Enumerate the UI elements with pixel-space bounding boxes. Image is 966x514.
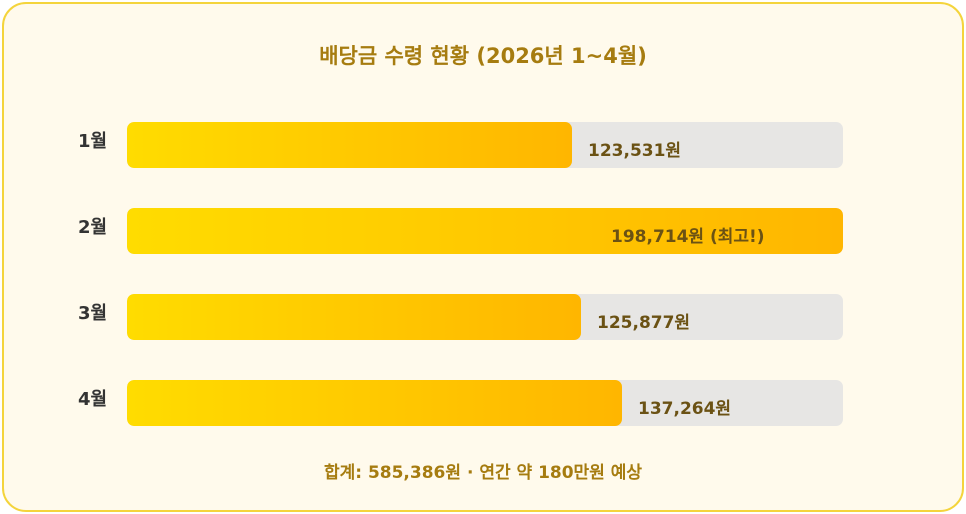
value-label: 198,714원 (최고!)	[611, 227, 765, 247]
value-label: 137,264원	[638, 399, 732, 419]
category-label: 2월	[78, 217, 108, 238]
chart-title: 배당금 수령 현황 (2026년 1~4월)	[319, 44, 647, 68]
bar	[127, 122, 572, 168]
bar-row-1: 1월 123,531원	[4, 122, 962, 170]
value-label: 123,531원	[588, 141, 682, 161]
bar-track	[127, 208, 843, 254]
bar-row-3: 3월 125,877원	[4, 294, 962, 342]
bar-track	[127, 294, 843, 340]
category-label: 3월	[78, 303, 108, 324]
value-label: 125,877원	[597, 313, 691, 333]
bar-track	[127, 380, 843, 426]
chart-footer: 합계: 585,386원 · 연간 약 180만원 예상	[323, 463, 643, 483]
bar-row-4: 4월 137,264원	[4, 380, 962, 428]
bar	[127, 294, 581, 340]
category-label: 4월	[78, 389, 108, 410]
bar-row-2: 2월 198,714원 (최고!)	[4, 208, 962, 256]
category-label: 1월	[78, 131, 108, 152]
bar-track	[127, 122, 843, 168]
bar	[127, 208, 843, 254]
bar	[127, 380, 622, 426]
